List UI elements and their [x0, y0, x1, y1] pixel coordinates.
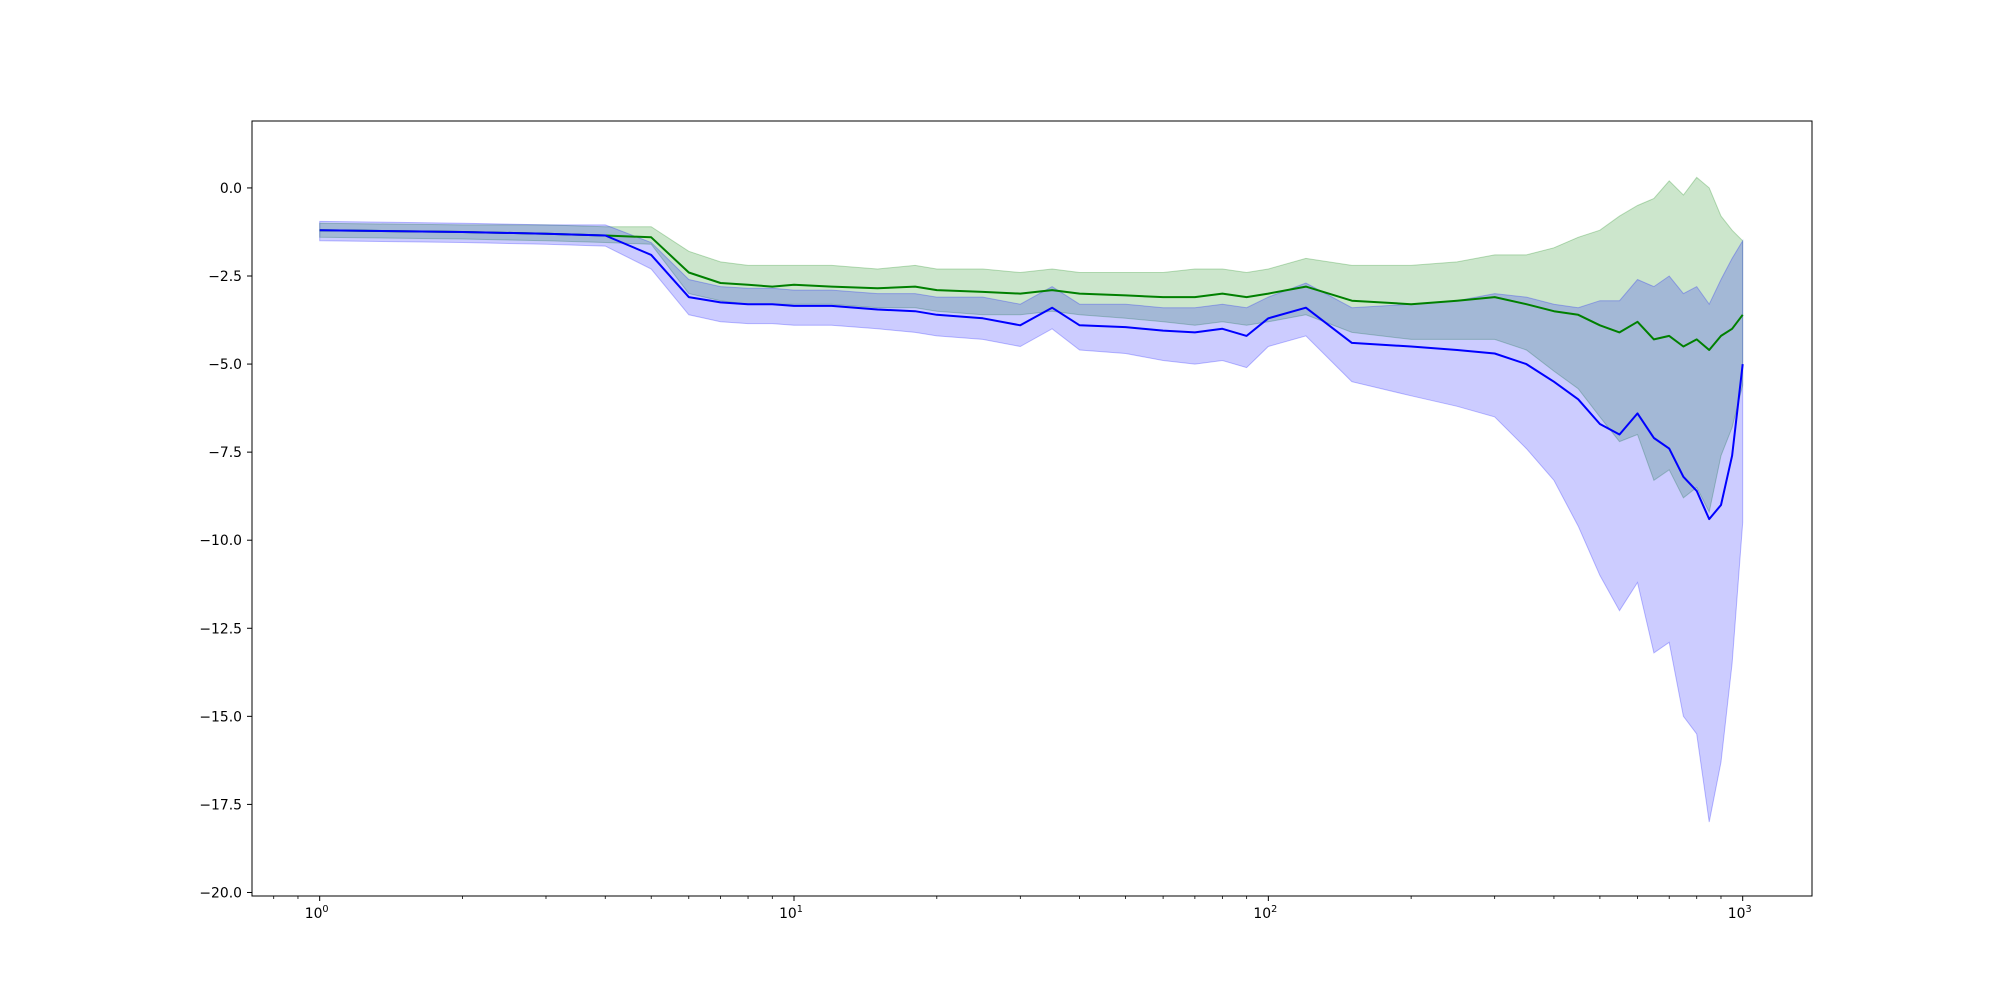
- y-tick-label: −12.5: [199, 621, 242, 637]
- series-1-band: [319, 220, 1744, 823]
- y-tick-label: −5.0: [208, 357, 242, 373]
- axes-frame: [251, 120, 1813, 897]
- x-axis: 100 101 102 103: [273, 896, 1752, 922]
- y-tick-label: −10.0: [199, 533, 242, 549]
- x-tick-label: 101: [779, 904, 803, 922]
- series-0-line: [319, 229, 1744, 351]
- y-tick-label: −2.5: [208, 269, 242, 285]
- y-tick-label: 0.0: [220, 181, 242, 197]
- y-tick-label: −7.5: [208, 445, 242, 461]
- series-1-line: [319, 229, 1744, 521]
- y-axis: 0.0 −2.5 −5.0 −7.5 −10.0 −12.5 −15.0 −17.5 −20.0: [199, 181, 252, 901]
- x-tick-label: 100: [305, 904, 329, 922]
- y-tick-label: −20.0: [199, 885, 242, 901]
- y-tick-label: −15.0: [199, 709, 242, 725]
- x-tick-label: 103: [1728, 904, 1752, 922]
- plot-area: [319, 176, 1744, 823]
- y-tick-label: −17.5: [199, 797, 242, 813]
- x-tick-label: 102: [1253, 904, 1277, 922]
